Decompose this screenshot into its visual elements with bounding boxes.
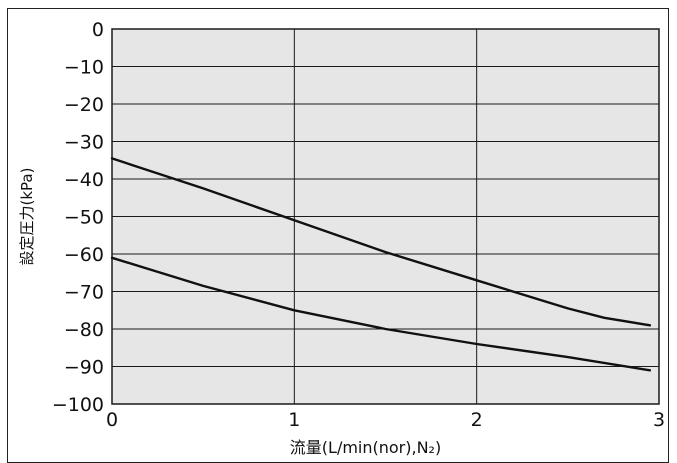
y-tick-labels: 0 −10 −20 −30 −40 −50 −60 −70 −80 −90 −100 [52, 19, 104, 416]
x-tick-label: 1 [288, 409, 300, 431]
x-tick-label: 0 [106, 409, 118, 431]
y-tick-label: −60 [64, 244, 104, 266]
y-tick-label: −70 [64, 282, 104, 304]
y-tick-label: −100 [52, 394, 104, 416]
y-tick-label: −90 [64, 357, 104, 379]
y-tick-label: 0 [92, 19, 104, 41]
y-tick-label: −50 [64, 207, 104, 229]
x-axis-label: 流量(L/min(nor),N₂) [290, 438, 441, 457]
x-tick-labels: 0 1 2 3 [106, 409, 665, 431]
series-line-1 [110, 157, 652, 327]
y-tick-label: −80 [64, 319, 104, 341]
y-axis-label: 設定圧力(kPa) [18, 168, 36, 266]
y-tick-label: −40 [64, 169, 104, 191]
y-tick-label: −10 [64, 57, 104, 79]
series-line-2 [110, 256, 652, 372]
line-chart: 0 −10 −20 −30 −40 −50 −60 −70 −80 −90 −100 0 1 2 3 設定… [18, 19, 665, 457]
series-lines [110, 157, 652, 372]
x-tick-label: 3 [653, 409, 665, 431]
y-tick-label: −30 [64, 132, 104, 154]
chart-frame: 0 −10 −20 −30 −40 −50 −60 −70 −80 −90 −100 0 1 2 3 設定… [7, 8, 669, 463]
x-tick-label: 2 [471, 409, 483, 431]
y-tick-label: −20 [64, 94, 104, 116]
